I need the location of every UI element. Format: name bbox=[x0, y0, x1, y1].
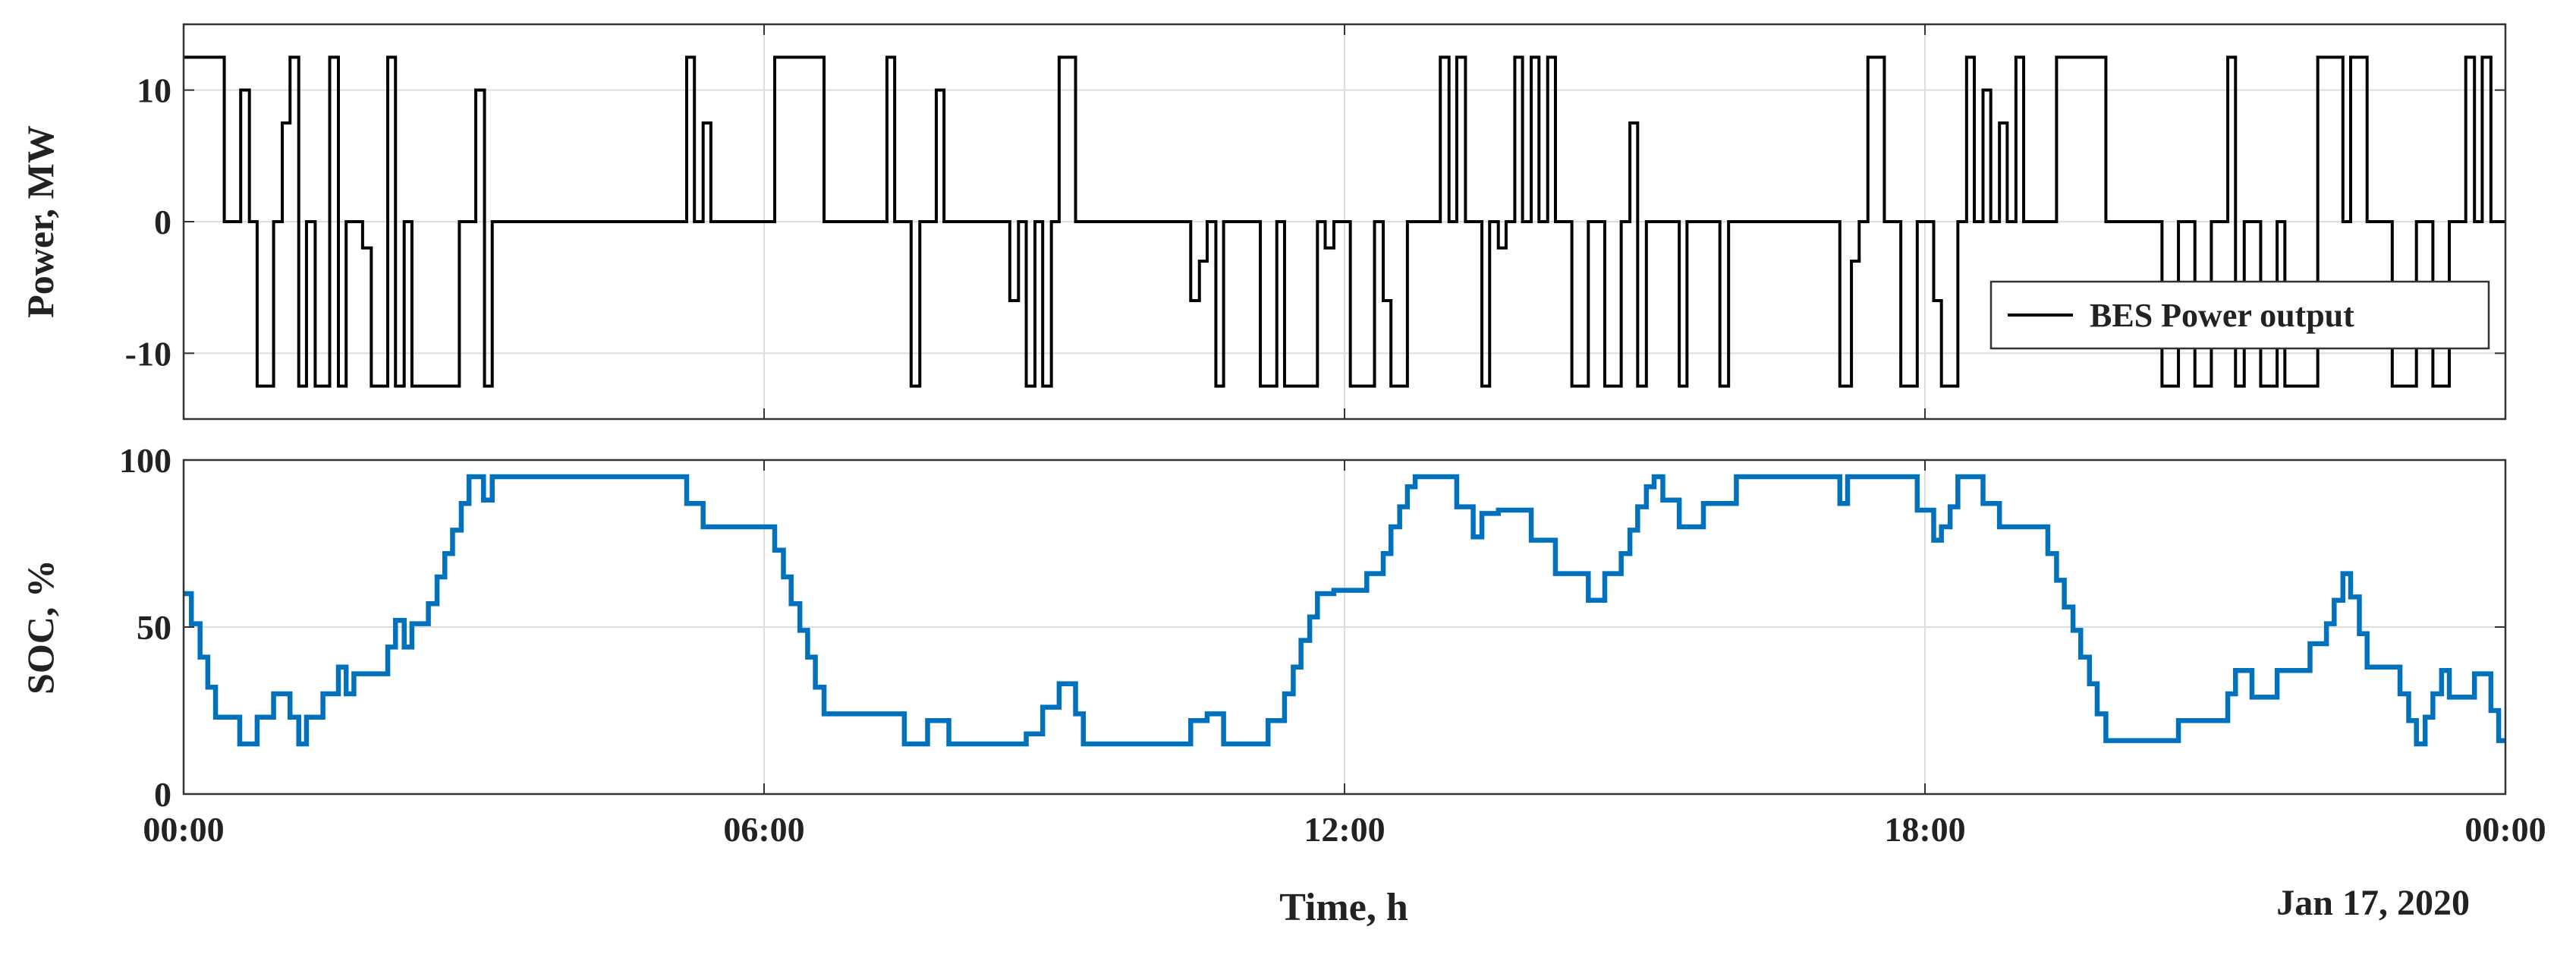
y-tick-label: 10 bbox=[137, 71, 171, 110]
legend-box bbox=[1989, 280, 2490, 350]
plot-frame bbox=[182, 23, 2507, 421]
data-line bbox=[184, 474, 2505, 747]
x-tick-label: 00:00 bbox=[143, 810, 224, 849]
data-line bbox=[184, 55, 2505, 388]
annotation: Jan 17, 2020 bbox=[2276, 883, 2470, 923]
x-tick-label: 12:00 bbox=[1304, 810, 1385, 849]
x-tick-label: 18:00 bbox=[1884, 810, 1965, 849]
y-tick-label: -10 bbox=[125, 334, 171, 373]
x-axis-label: Time, h bbox=[1279, 886, 1408, 929]
y-tick-label: 50 bbox=[137, 608, 171, 647]
x-tick-label: 06:00 bbox=[723, 810, 804, 849]
plot-frame bbox=[182, 459, 2507, 796]
y-tick-label: 0 bbox=[154, 775, 171, 814]
x-tick-label: 00:00 bbox=[2464, 810, 2546, 849]
y-axis-label: Power, MW bbox=[19, 125, 61, 318]
y-axis-label: SOC, % bbox=[19, 559, 61, 695]
legend-label: BES Power output bbox=[2090, 297, 2354, 334]
y-tick-label: 100 bbox=[119, 441, 171, 480]
y-tick-label: 0 bbox=[154, 203, 171, 241]
